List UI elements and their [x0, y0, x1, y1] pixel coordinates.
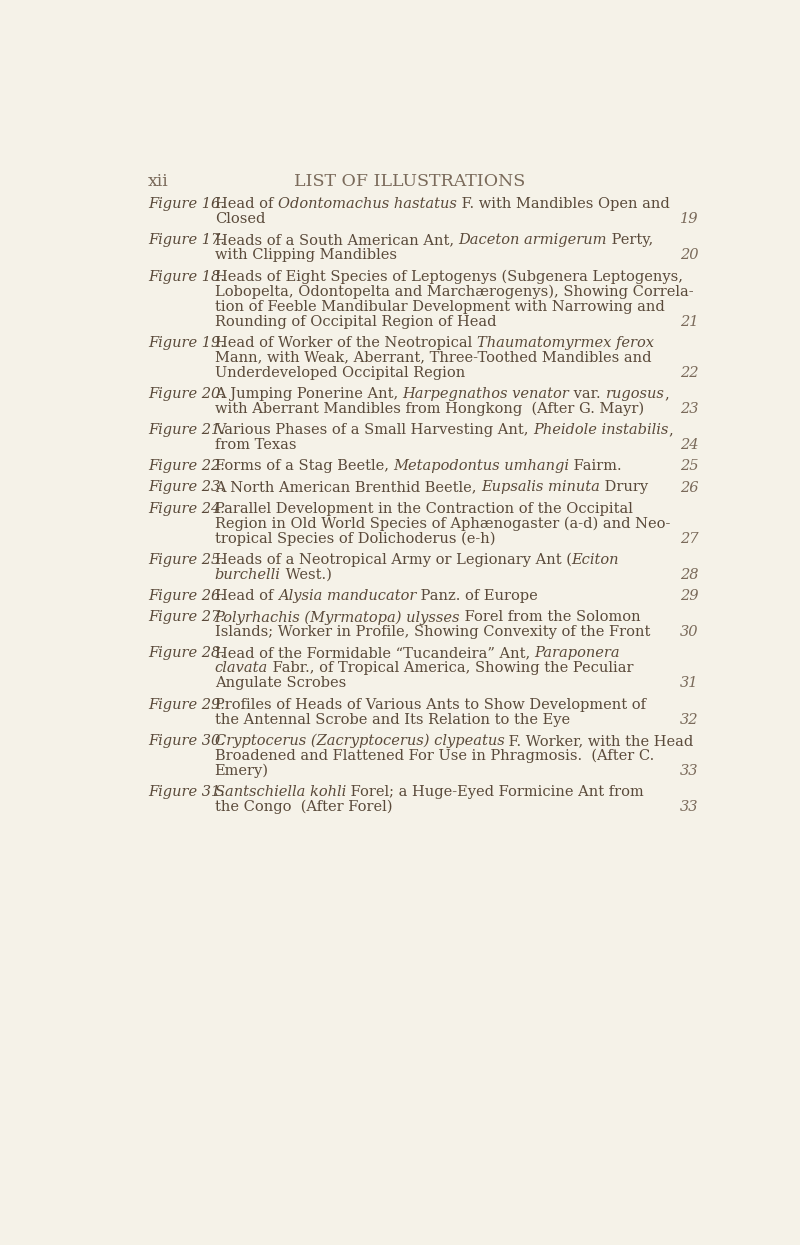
Text: with Clipping Mandibles: with Clipping Mandibles: [214, 248, 397, 263]
Text: Eciton: Eciton: [571, 553, 619, 566]
Text: 26: 26: [680, 481, 698, 494]
Text: var.: var.: [570, 387, 606, 401]
Text: 33: 33: [680, 764, 698, 778]
Text: LIST OF ILLUSTRATIONS: LIST OF ILLUSTRATIONS: [294, 173, 526, 189]
Text: F. Worker, with the Head: F. Worker, with the Head: [505, 733, 694, 748]
Text: Panz. of Europe: Panz. of Europe: [416, 589, 538, 603]
Text: 20: 20: [680, 248, 698, 263]
Text: A Jumping Ponerine Ant,: A Jumping Ponerine Ant,: [214, 387, 402, 401]
Text: Figure 26.: Figure 26.: [148, 589, 225, 603]
Text: Figure 16.: Figure 16.: [148, 197, 225, 212]
Text: 19: 19: [680, 212, 698, 227]
Text: Polyrhachis (Myrmatopa) ulysses: Polyrhachis (Myrmatopa) ulysses: [214, 610, 460, 625]
Text: Odontomachus hastatus: Odontomachus hastatus: [278, 197, 457, 212]
Text: Drury: Drury: [600, 481, 648, 494]
Text: Figure 24.: Figure 24.: [148, 502, 225, 515]
Text: rugosus: rugosus: [606, 387, 665, 401]
Text: tion of Feeble Mandibular Development with Narrowing and: tion of Feeble Mandibular Development wi…: [214, 300, 665, 314]
Text: Forel; a Huge-Eyed Formicine Ant from: Forel; a Huge-Eyed Formicine Ant from: [346, 786, 644, 799]
Text: Heads of Eight Species of Leptogenys (Subgenera Leptogenys,: Heads of Eight Species of Leptogenys (Su…: [214, 269, 682, 284]
Text: Parallel Development in the Contraction of the Occipital: Parallel Development in the Contraction …: [214, 502, 633, 515]
Text: Santschiella kohli: Santschiella kohli: [214, 786, 346, 799]
Text: ,: ,: [665, 387, 669, 401]
Text: Figure 20.: Figure 20.: [148, 387, 225, 401]
Text: Eupsalis minuta: Eupsalis minuta: [481, 481, 600, 494]
Text: Metapodontus umhangi: Metapodontus umhangi: [394, 459, 570, 473]
Text: Perty,: Perty,: [607, 233, 654, 248]
Text: Forms of a Stag Beetle,: Forms of a Stag Beetle,: [214, 459, 394, 473]
Text: Rounding of Occipital Region of Head: Rounding of Occipital Region of Head: [214, 315, 496, 329]
Text: 27: 27: [680, 532, 698, 545]
Text: Closed: Closed: [214, 212, 265, 227]
Text: Heads of a Neotropical Army or Legionary Ant (: Heads of a Neotropical Army or Legionary…: [214, 553, 571, 568]
Text: Heads of a South American Ant,: Heads of a South American Ant,: [214, 233, 458, 248]
Text: Mann, with Weak, Aberrant, Three-Toothed Mandibles and: Mann, with Weak, Aberrant, Three-Toothed…: [214, 351, 651, 365]
Text: from Texas: from Texas: [214, 438, 296, 452]
Text: Emery): Emery): [214, 764, 269, 778]
Text: Harpegnathos venator: Harpegnathos venator: [402, 387, 570, 401]
Text: Figure 22.: Figure 22.: [148, 459, 225, 473]
Text: Paraponera: Paraponera: [534, 646, 620, 660]
Text: 25: 25: [680, 459, 698, 473]
Text: Forel from the Solomon: Forel from the Solomon: [460, 610, 641, 624]
Text: Figure 19.: Figure 19.: [148, 336, 225, 350]
Text: Figure 29.: Figure 29.: [148, 697, 225, 712]
Text: Fabr., of Tropical America, Showing the Peculiar: Fabr., of Tropical America, Showing the …: [268, 661, 634, 676]
Text: Head of Worker of the Neotropical: Head of Worker of the Neotropical: [214, 336, 477, 350]
Text: 32: 32: [680, 712, 698, 727]
Text: Pheidole instabilis: Pheidole instabilis: [533, 423, 668, 437]
Text: Underdeveloped Occipital Region: Underdeveloped Occipital Region: [214, 366, 465, 380]
Text: Figure 27.: Figure 27.: [148, 610, 225, 624]
Text: Daceton armigerum: Daceton armigerum: [458, 233, 607, 248]
Text: 21: 21: [680, 315, 698, 329]
Text: Islands; Worker in Profile, Showing Convexity of the Front: Islands; Worker in Profile, Showing Conv…: [214, 625, 650, 639]
Text: F. with Mandibles Open and: F. with Mandibles Open and: [457, 197, 670, 212]
Text: clavata: clavata: [214, 661, 268, 676]
Text: xii: xii: [148, 173, 169, 189]
Text: Figure 23.: Figure 23.: [148, 481, 225, 494]
Text: Figure 28.: Figure 28.: [148, 646, 225, 660]
Text: 24: 24: [680, 438, 698, 452]
Text: Profiles of Heads of Various Ants to Show Development of: Profiles of Heads of Various Ants to Sho…: [214, 697, 646, 712]
Text: Figure 31.: Figure 31.: [148, 786, 225, 799]
Text: the Congo  (After Forel): the Congo (After Forel): [214, 801, 392, 814]
Text: Cryptocerus (Zacryptocerus) clypeatus: Cryptocerus (Zacryptocerus) clypeatus: [214, 733, 505, 748]
Text: Broadened and Flattened For Use in Phragmosis.  (After C.: Broadened and Flattened For Use in Phrag…: [214, 748, 654, 763]
Text: West.): West.): [281, 568, 331, 581]
Text: with Aberrant Mandibles from Hongkong  (After G. Mayr): with Aberrant Mandibles from Hongkong (A…: [214, 402, 644, 416]
Text: A North American Brenthid Beetle,: A North American Brenthid Beetle,: [214, 481, 481, 494]
Text: Fairm.: Fairm.: [570, 459, 622, 473]
Text: tropical Species of Dolichoderus (e-h): tropical Species of Dolichoderus (e-h): [214, 532, 495, 547]
Text: burchelli: burchelli: [214, 568, 281, 581]
Text: 31: 31: [680, 676, 698, 691]
Text: Head of: Head of: [214, 589, 278, 603]
Text: Thaumatomyrmex ferox: Thaumatomyrmex ferox: [477, 336, 654, 350]
Text: ,: ,: [668, 423, 673, 437]
Text: the Antennal Scrobe and Its Relation to the Eye: the Antennal Scrobe and Its Relation to …: [214, 712, 570, 727]
Text: Alysia manducator: Alysia manducator: [278, 589, 416, 603]
Text: Lobopelta, Odontopelta and Marchærogenys), Showing Correla-: Lobopelta, Odontopelta and Marchærogenys…: [214, 285, 694, 299]
Text: Figure 30.: Figure 30.: [148, 733, 225, 748]
Text: Head of the Formidable “Tucandeira” Ant,: Head of the Formidable “Tucandeira” Ant,: [214, 646, 534, 660]
Text: Figure 18.: Figure 18.: [148, 269, 225, 284]
Text: 28: 28: [680, 568, 698, 581]
Text: 33: 33: [680, 801, 698, 814]
Text: Figure 21.: Figure 21.: [148, 423, 225, 437]
Text: Region in Old World Species of Aphænogaster (a-d) and Neo-: Region in Old World Species of Aphænogas…: [214, 517, 670, 532]
Text: Figure 25.: Figure 25.: [148, 553, 225, 566]
Text: 22: 22: [680, 366, 698, 380]
Text: Various Phases of a Small Harvesting Ant,: Various Phases of a Small Harvesting Ant…: [214, 423, 533, 437]
Text: 23: 23: [680, 402, 698, 416]
Text: Angulate Scrobes: Angulate Scrobes: [214, 676, 346, 691]
Text: Figure 17.: Figure 17.: [148, 233, 225, 248]
Text: 30: 30: [680, 625, 698, 639]
Text: Head of: Head of: [214, 197, 278, 212]
Text: 29: 29: [680, 589, 698, 603]
